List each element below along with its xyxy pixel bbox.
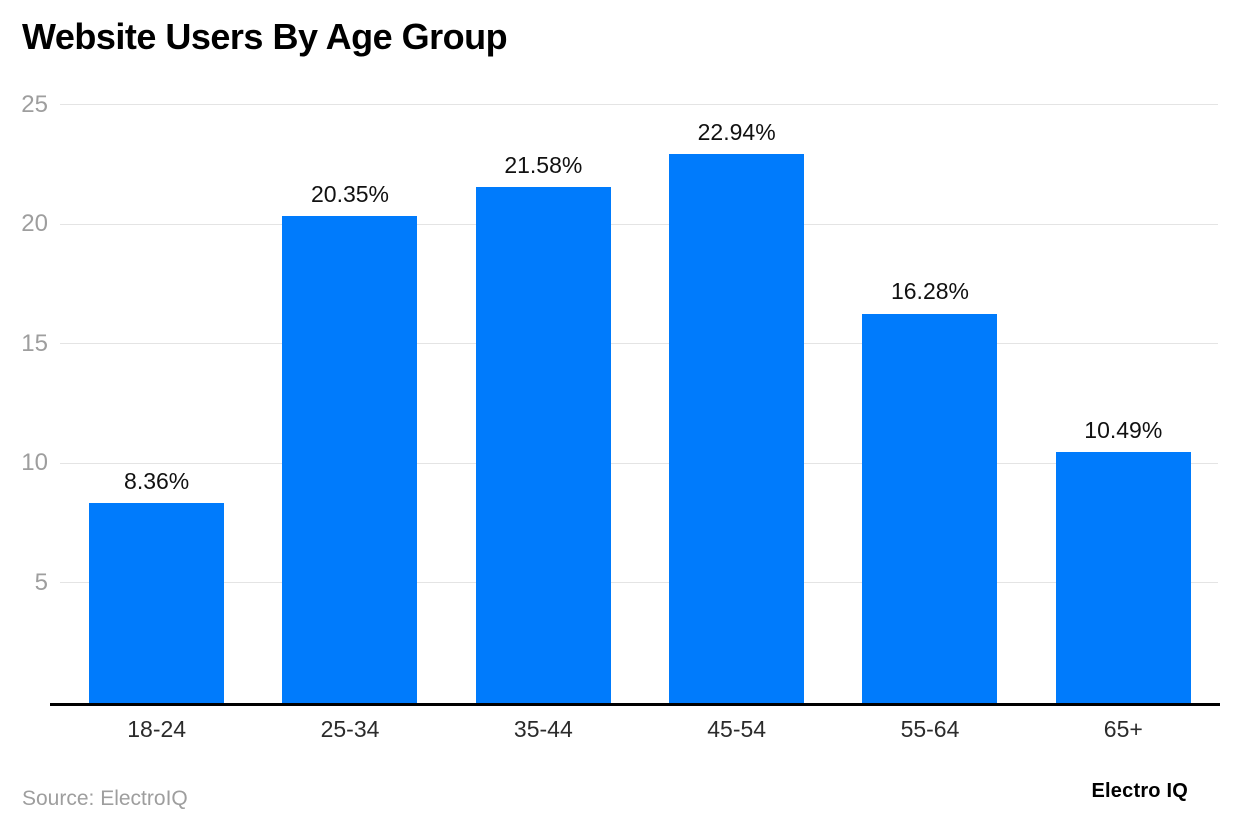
brand-logo: Electro IQ [1091,780,1188,802]
bar-value-label: 10.49% [1084,416,1163,443]
grid-line: 5 [35,570,1218,594]
bar-group: 10.49% 65+ [1027,105,1220,741]
bar-group: 21.58% 35-44 [447,105,640,741]
grid-line: 15 [21,331,1218,355]
plot-area: 5 10 15 20 25 8.36% 18-24 20.35% 25-34 21.58% 35-… [21,92,1220,741]
bar [282,216,418,703]
y-axis-tick-label: 5 [34,568,48,596]
bar [862,313,998,703]
y-axis-tick-label: 25 [21,90,48,118]
source-attribution: Source: ElectroIQ [22,787,188,810]
grid-line: 20 [21,212,1218,236]
bar-value-label: 16.28% [890,278,969,305]
x-axis-line [50,703,1220,706]
bar-value-label: 20.35% [310,180,389,207]
bar-group: 16.28% 55-64 [833,105,1026,741]
y-axis-tick-label: 15 [21,329,48,357]
y-axis-tick-label: 10 [21,449,48,477]
bar-value-label: 22.94% [697,118,776,145]
x-axis-tick-label: 55-64 [900,716,960,742]
grid-line: 25 [21,92,1218,116]
y-axis-tick-label: 20 [21,210,48,238]
x-axis-tick-label: 18-24 [127,716,187,742]
bar-value-label: 21.58% [504,151,583,178]
bar-group: 8.36% 18-24 [60,105,253,741]
bar [475,186,611,703]
x-axis-tick-label: 45-54 [707,716,767,742]
bar-value-label: 8.36% [124,467,190,494]
bar [89,503,225,703]
grid-line: 10 [21,451,1218,475]
x-axis-tick-label: 65+ [1103,716,1143,742]
x-axis-tick-label: 25-34 [320,716,380,742]
bar-group: 22.94% 45-54 [640,105,833,741]
bar [1055,452,1191,703]
chart-title: Website Users By Age Group [22,16,508,57]
bar-group: 20.35% 25-34 [253,105,446,741]
bars-layer: 8.36% 18-24 20.35% 25-34 21.58% 35-44 22.94% 45… [60,105,1220,741]
bar [669,154,805,703]
x-axis-tick-label: 35-44 [513,716,573,742]
